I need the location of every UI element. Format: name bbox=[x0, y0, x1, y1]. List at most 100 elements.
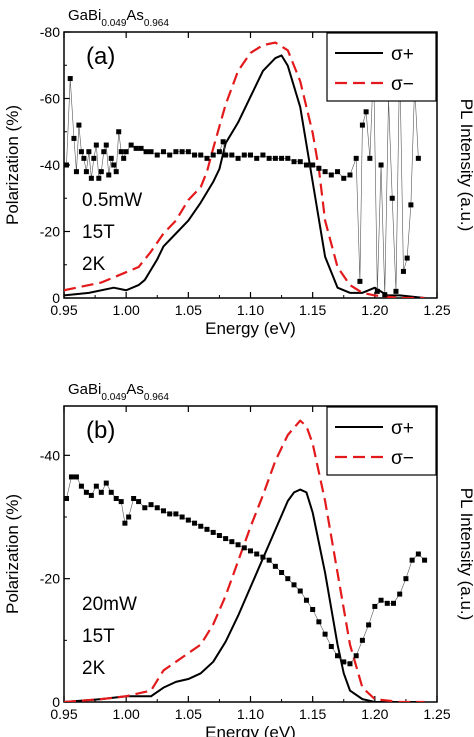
polarization-point bbox=[353, 653, 359, 659]
polarization-point bbox=[366, 622, 372, 628]
polarization-point bbox=[235, 542, 241, 548]
title-subscript: 0.964 bbox=[144, 392, 169, 403]
polarization-point bbox=[403, 576, 409, 582]
x-tick-label: 1.05 bbox=[175, 302, 202, 318]
polarization-point bbox=[126, 514, 132, 520]
polarization-point bbox=[73, 169, 79, 175]
polarization-point bbox=[67, 76, 73, 82]
polarization-point bbox=[113, 169, 119, 175]
polarization-point bbox=[113, 496, 119, 501]
polarization-point bbox=[341, 659, 347, 665]
polarization-point bbox=[285, 576, 291, 582]
polarization-connector bbox=[66, 58, 419, 295]
polarization-point bbox=[103, 142, 109, 148]
polarization-point bbox=[279, 570, 285, 575]
polarization-point bbox=[353, 155, 359, 161]
polarization-point bbox=[98, 169, 104, 175]
polarization-point bbox=[310, 607, 316, 612]
polarization-point bbox=[241, 545, 247, 551]
polarization-point bbox=[192, 152, 198, 158]
polarization-point bbox=[390, 600, 396, 606]
polarization-point bbox=[198, 152, 204, 158]
polarization-point bbox=[347, 172, 353, 178]
polarization-point bbox=[173, 149, 179, 155]
sigma-minus-line bbox=[64, 41, 425, 298]
polarization-point bbox=[241, 152, 247, 158]
x-tick-label: 1.05 bbox=[175, 706, 202, 722]
polarization-point bbox=[404, 255, 410, 261]
x-tick-label: 0.95 bbox=[50, 302, 77, 318]
title-text: GaBi bbox=[68, 7, 101, 24]
polarization-point bbox=[389, 195, 395, 201]
polarization-point bbox=[143, 149, 149, 155]
polarization-point bbox=[322, 169, 328, 175]
polarization-point bbox=[363, 109, 369, 115]
polarization-point bbox=[347, 661, 353, 667]
polarization-point bbox=[73, 474, 79, 480]
polarization-point bbox=[297, 159, 303, 165]
polarization-point bbox=[185, 149, 191, 155]
panel-b: GaBi0.049As0.964 0.95 1.00 1.05 1.10 1.15 1.20… bbox=[3, 381, 474, 737]
x-axis-label: Energy (eV) bbox=[205, 723, 296, 737]
polarization-point bbox=[328, 644, 334, 649]
title-subscript: 0.049 bbox=[101, 18, 126, 29]
x-tick-label: 1.20 bbox=[361, 302, 388, 318]
polarization-point bbox=[335, 169, 341, 175]
polarization-point bbox=[260, 152, 266, 158]
y-tick-label: -20 bbox=[40, 224, 60, 240]
legend-label-sigma-minus: σ− bbox=[391, 448, 414, 469]
plot-area bbox=[64, 419, 428, 702]
polarization-point bbox=[204, 526, 210, 532]
polarization-point bbox=[415, 551, 421, 557]
y-tick-label: -80 bbox=[40, 24, 60, 40]
polarization-point bbox=[285, 155, 291, 161]
polarization-point bbox=[272, 155, 278, 161]
polarization-point bbox=[98, 489, 104, 495]
polarization-point bbox=[235, 155, 241, 161]
polarization-point bbox=[229, 152, 235, 158]
legend-label-sigma-plus: σ+ bbox=[391, 44, 414, 65]
polarization-point bbox=[93, 483, 99, 489]
polarization-point bbox=[173, 511, 179, 517]
polarization-point bbox=[415, 155, 421, 161]
polarization-point bbox=[96, 175, 102, 181]
condition-label: 2K bbox=[82, 254, 106, 275]
polarization-point bbox=[148, 149, 154, 155]
polarization-point bbox=[116, 129, 122, 135]
sigma-plus-line bbox=[64, 488, 425, 702]
polarization-point bbox=[131, 496, 137, 501]
panel-title: GaBi0.049As0.964 bbox=[68, 7, 169, 29]
panel-a: GaBi0.049As0.964 0.95 1.00 1.05 1.10 1.15 1.20… bbox=[3, 7, 474, 338]
polarization-point bbox=[266, 155, 272, 161]
condition-label: 15T bbox=[82, 626, 115, 647]
y-axis-label: Polarization (%) bbox=[3, 105, 22, 225]
y-tick-label: -40 bbox=[40, 157, 60, 173]
polarization-point bbox=[136, 499, 142, 505]
polarization-point bbox=[167, 152, 173, 158]
polarization-point bbox=[78, 483, 84, 489]
panel-letter: (b) bbox=[86, 417, 115, 444]
title-subscript: 0.964 bbox=[144, 18, 169, 29]
polarization-point bbox=[76, 122, 82, 128]
polarization-point bbox=[133, 145, 139, 151]
polarization-point bbox=[93, 142, 99, 148]
polarization-point bbox=[409, 557, 415, 563]
polarization-point bbox=[220, 139, 226, 145]
legend-box bbox=[326, 32, 437, 102]
y-tick-label: -60 bbox=[40, 91, 60, 107]
polarization-point bbox=[91, 155, 97, 161]
condition-label: 2K bbox=[82, 658, 106, 679]
polarization-point bbox=[297, 588, 303, 594]
x-tick-label: 1.25 bbox=[423, 302, 450, 318]
condition-label: 0.5mW bbox=[82, 190, 142, 211]
condition-label: 15T bbox=[82, 222, 115, 243]
polarization-point bbox=[248, 152, 253, 158]
polarization-point bbox=[374, 288, 380, 294]
polarization-point bbox=[260, 554, 266, 560]
polarization-point bbox=[101, 149, 107, 155]
polarization-point bbox=[88, 492, 94, 498]
sigma-minus-line bbox=[64, 419, 425, 702]
polarization-point bbox=[210, 529, 216, 535]
polarization-point bbox=[359, 122, 365, 128]
